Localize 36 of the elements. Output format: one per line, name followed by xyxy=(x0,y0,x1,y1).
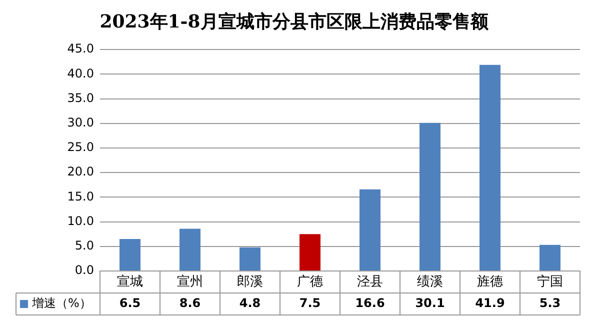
x-tick-label: 绩溪 xyxy=(417,274,443,290)
data-label: 7.5 xyxy=(299,296,321,310)
data-label: 41.9 xyxy=(475,296,505,310)
bar xyxy=(360,189,380,270)
bar xyxy=(120,239,140,270)
x-tick-label: 泾县 xyxy=(357,274,383,290)
y-tick-label: 10.0 xyxy=(67,214,94,228)
y-tick-label: 5.0 xyxy=(74,238,94,253)
data-label: 4.8 xyxy=(239,296,261,310)
x-tick-label: 宁国 xyxy=(537,273,563,290)
y-tick-label: 15.0 xyxy=(67,189,94,204)
bar xyxy=(540,244,560,270)
bar xyxy=(420,122,440,270)
x-tick-label: 旌德 xyxy=(477,274,503,290)
bar xyxy=(300,234,320,270)
data-label: 6.5 xyxy=(119,296,141,310)
data-label: 8.6 xyxy=(179,296,201,310)
x-tick-label: 郎溪 xyxy=(237,273,263,290)
y-tick-label: 0.0 xyxy=(74,263,94,278)
x-tick-label: 广德 xyxy=(297,274,323,290)
bar xyxy=(240,247,260,270)
y-tick-label: 40.0 xyxy=(67,66,94,80)
y-tick-label: 20.0 xyxy=(67,164,94,179)
chart-title: 2023年1-8月宣城市分县市区限上消费品零售额 xyxy=(100,11,490,32)
y-tick-label: 35.0 xyxy=(67,90,94,105)
data-label: 30.1 xyxy=(415,296,445,310)
x-tick-label: 宣州 xyxy=(177,273,203,290)
legend-label: 增速（%） xyxy=(31,296,92,310)
x-tick-label: 宣城 xyxy=(117,273,143,290)
data-label: 16.6 xyxy=(355,296,385,310)
y-tick-label: 30.0 xyxy=(67,116,94,130)
bar xyxy=(180,228,200,270)
bar xyxy=(480,64,500,270)
y-tick-label: 45.0 xyxy=(67,42,94,56)
y-tick-label: 25.0 xyxy=(67,140,94,154)
data-label: 5.3 xyxy=(539,296,561,310)
